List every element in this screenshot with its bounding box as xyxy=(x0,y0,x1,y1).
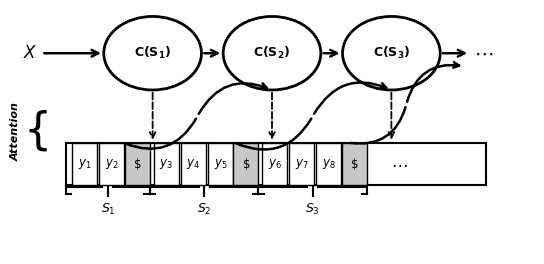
Bar xyxy=(317,143,342,185)
Bar xyxy=(233,143,258,185)
Bar xyxy=(154,143,178,185)
Text: $y_8$: $y_8$ xyxy=(322,157,336,171)
Ellipse shape xyxy=(223,16,321,90)
Bar xyxy=(66,143,486,185)
Text: $\$$: $\$$ xyxy=(133,155,141,172)
Bar xyxy=(100,143,125,185)
Text: $\mathit{X}$: $\mathit{X}$ xyxy=(23,44,38,62)
Ellipse shape xyxy=(104,16,201,90)
Bar xyxy=(208,143,233,185)
Bar xyxy=(181,143,206,185)
Text: $y_4$: $y_4$ xyxy=(186,157,200,171)
Text: $\bf{C(S_2)}$: $\bf{C(S_2)}$ xyxy=(254,45,290,61)
Bar xyxy=(262,143,287,185)
Ellipse shape xyxy=(343,16,440,90)
Text: $y_2$: $y_2$ xyxy=(105,157,119,171)
Text: $\$$: $\$$ xyxy=(350,155,358,172)
Bar xyxy=(342,143,367,185)
Text: $S_{2}$: $S_{2}$ xyxy=(197,202,212,217)
Text: $\cdots$: $\cdots$ xyxy=(474,44,493,63)
Text: $y_3$: $y_3$ xyxy=(159,157,173,171)
Text: $y_7$: $y_7$ xyxy=(295,157,308,171)
Text: $\$$: $\$$ xyxy=(242,155,250,172)
Text: $y_6$: $y_6$ xyxy=(268,157,282,171)
Text: $S_{3}$: $S_{3}$ xyxy=(305,202,320,217)
Text: {: { xyxy=(23,109,52,152)
Text: $S_{1}$: $S_{1}$ xyxy=(101,202,115,217)
Bar xyxy=(72,143,97,185)
Text: Attention: Attention xyxy=(11,102,21,162)
Text: $\bf{C(S_1)}$: $\bf{C(S_1)}$ xyxy=(134,45,171,61)
Bar xyxy=(125,143,150,185)
Bar xyxy=(289,143,314,185)
Text: $y_1$: $y_1$ xyxy=(78,157,92,171)
Text: $\bf{C(S_3)}$: $\bf{C(S_3)}$ xyxy=(373,45,410,61)
Text: $\cdots$: $\cdots$ xyxy=(391,154,408,172)
Text: $y_5$: $y_5$ xyxy=(214,157,227,171)
